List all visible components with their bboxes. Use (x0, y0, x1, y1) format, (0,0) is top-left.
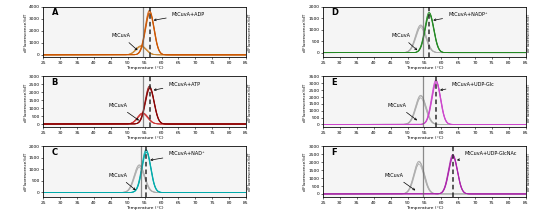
Text: MtCuvA+NAD⁺: MtCuvA+NAD⁺ (151, 152, 205, 161)
Text: D: D (331, 8, 338, 17)
Text: A: A (51, 8, 58, 17)
X-axis label: Temperature (°C): Temperature (°C) (126, 136, 164, 140)
Text: MtCuvA+UDP-GlcNAc: MtCuvA+UDP-GlcNAc (457, 152, 517, 161)
Y-axis label: d(Fluorescence)/dT: d(Fluorescence)/dT (23, 152, 28, 191)
Y-axis label: d(Fluorescence)/dT: d(Fluorescence)/dT (248, 12, 251, 52)
Text: MtCuvA: MtCuvA (108, 103, 138, 120)
Y-axis label: d(Fluorescence)/dT: d(Fluorescence)/dT (527, 82, 531, 122)
Text: C: C (51, 148, 57, 157)
Text: MtCuvA+ADP: MtCuvA+ADP (154, 12, 205, 21)
Text: MtCuvA: MtCuvA (112, 33, 137, 50)
Y-axis label: d(Fluorescence)/dT: d(Fluorescence)/dT (23, 12, 28, 52)
Text: F: F (331, 148, 337, 157)
Y-axis label: d(Fluorescence)/dT: d(Fluorescence)/dT (527, 152, 531, 191)
Y-axis label: d(Fluorescence)/dT: d(Fluorescence)/dT (248, 82, 251, 122)
X-axis label: Temperature (°C): Temperature (°C) (405, 206, 443, 210)
Y-axis label: d(Fluorescence)/dT: d(Fluorescence)/dT (23, 82, 28, 122)
Text: E: E (331, 78, 337, 87)
Text: MtCuvA+NADP⁺: MtCuvA+NADP⁺ (434, 12, 488, 21)
Text: MtCuvA: MtCuvA (388, 103, 416, 120)
Text: MtCuvA+UDP-Glc: MtCuvA+UDP-Glc (441, 81, 494, 91)
Text: MtCuvA: MtCuvA (108, 173, 135, 190)
X-axis label: Temperature (°C): Temperature (°C) (405, 136, 443, 140)
Y-axis label: d(Fluorescence)/dT: d(Fluorescence)/dT (303, 152, 307, 191)
Y-axis label: d(Fluorescence)/dT: d(Fluorescence)/dT (303, 82, 307, 122)
Text: MtCuvA+ATP: MtCuvA+ATP (154, 81, 201, 91)
Text: MtCuvA: MtCuvA (384, 173, 415, 190)
Y-axis label: d(Fluorescence)/dT: d(Fluorescence)/dT (248, 152, 251, 191)
Y-axis label: d(Fluorescence)/dT: d(Fluorescence)/dT (527, 12, 531, 52)
X-axis label: Temperature (°C): Temperature (°C) (405, 66, 443, 70)
X-axis label: Temperature (°C): Temperature (°C) (126, 66, 164, 70)
Text: MtCuvA: MtCuvA (391, 33, 417, 50)
Y-axis label: d(Fluorescence)/dT: d(Fluorescence)/dT (303, 12, 307, 52)
Text: B: B (51, 78, 58, 87)
X-axis label: Temperature (°C): Temperature (°C) (126, 206, 164, 210)
